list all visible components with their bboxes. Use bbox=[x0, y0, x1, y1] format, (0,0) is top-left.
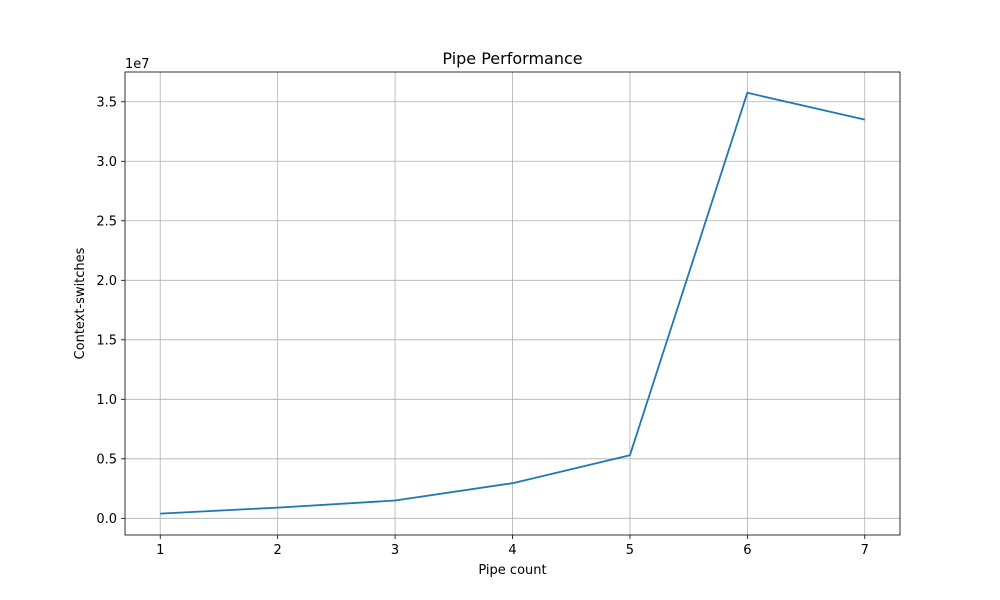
y-tick-label: 0.5 bbox=[96, 452, 117, 467]
chart-title: Pipe Performance bbox=[442, 49, 582, 68]
y-axis-label: Context-switches bbox=[73, 247, 88, 359]
series-line bbox=[160, 91, 866, 515]
x-axis-label: Pipe count bbox=[478, 563, 546, 578]
x-tick-label: 7 bbox=[861, 543, 869, 558]
data-point bbox=[159, 513, 161, 515]
series-layer bbox=[159, 91, 866, 515]
x-tick-label: 3 bbox=[391, 543, 399, 558]
ticks: 1 2 3 4 5 6 7 0.0 0.5 1.0 1.5 2.0 2.5 3.0 3.5 bbox=[96, 95, 869, 558]
x-tick-label: 6 bbox=[743, 543, 751, 558]
data-point bbox=[512, 482, 514, 484]
data-point bbox=[864, 119, 866, 121]
y-tick-label: 1.0 bbox=[96, 393, 117, 408]
data-point bbox=[746, 92, 748, 94]
y-axis-offset-label: 1e7 bbox=[125, 57, 150, 72]
x-tick-label: 4 bbox=[508, 543, 516, 558]
y-tick-label: 2.5 bbox=[96, 214, 117, 229]
y-tick-label: 3.0 bbox=[96, 155, 117, 170]
y-tick-label: 1.5 bbox=[96, 333, 117, 348]
grid bbox=[125, 72, 900, 535]
y-tick-label: 3.5 bbox=[96, 95, 117, 110]
y-tick-label: 0.0 bbox=[96, 512, 117, 527]
x-tick-label: 2 bbox=[274, 543, 282, 558]
data-point bbox=[394, 499, 396, 501]
y-tick-label: 2.0 bbox=[96, 274, 117, 289]
data-point bbox=[277, 507, 279, 509]
x-tick-label: 5 bbox=[626, 543, 634, 558]
plot-frame bbox=[124, 71, 901, 536]
x-tick-label: 1 bbox=[156, 543, 164, 558]
data-point bbox=[629, 454, 631, 456]
